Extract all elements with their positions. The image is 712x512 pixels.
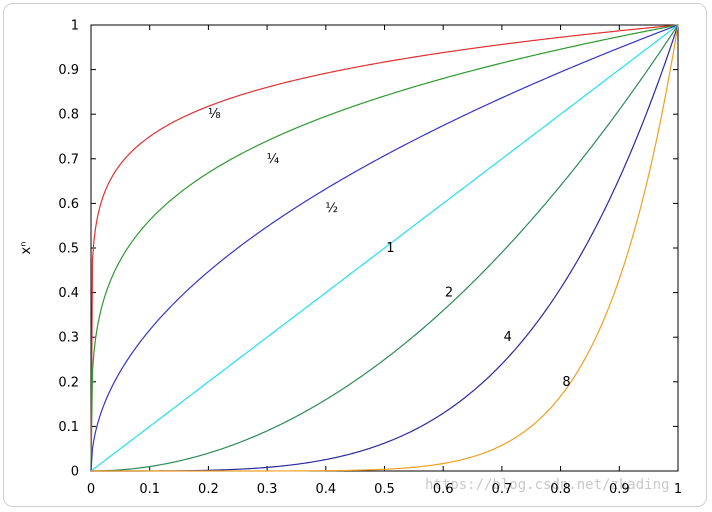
series-line-7 [91, 24, 679, 472]
series-group [90, 24, 679, 472]
x-tick-label: 0.8 [550, 482, 571, 497]
curve-label-5: 2 [445, 286, 453, 301]
y-tick-label: 0.7 [58, 152, 79, 167]
x-tick-label: 0.1 [139, 482, 160, 497]
curve-label-3: ½ [325, 201, 338, 216]
y-tick-label: 0.9 [58, 63, 79, 78]
curve-label-1: ⅛ [208, 107, 221, 122]
y-tick-label: 0.5 [58, 242, 79, 257]
y-tick-label: 0.6 [58, 197, 79, 212]
x-tick-label: 0 [87, 482, 95, 497]
y-tick-label: 0.3 [58, 331, 79, 346]
curve-label-2: ¼ [267, 152, 280, 167]
y-tick-label: 0.8 [58, 108, 79, 123]
x-tick-label: 1 [674, 482, 682, 497]
x-tick-label: 0.9 [609, 482, 630, 497]
y-tick-label: 0.1 [58, 420, 79, 435]
chart-frame [3, 3, 707, 507]
x-tick-label: 0.5 [374, 482, 395, 497]
series-line-1 [90, 24, 679, 472]
y-axis-title: xⁿ [19, 242, 34, 255]
axis-ticks: 0 0.1 0.2 0.3 0.4 0.5 0.6 0.7 0.8 0.9 1 0 0.1 0.2 0.3 0… [58, 19, 682, 498]
x-tick-label: 0.4 [315, 482, 336, 497]
series-line-5 [91, 24, 679, 472]
y-tick-label: 1 [71, 19, 79, 34]
series-line-4 [90, 24, 679, 472]
y-tick-label: 0 [71, 465, 79, 480]
curve-label-7: 8 [562, 375, 570, 390]
watermark: https://blog.csdn.net/zkading [425, 477, 669, 493]
y-tick-label: 0.2 [58, 375, 79, 390]
series-line-2 [90, 24, 679, 472]
series-line-3 [90, 24, 679, 472]
x-tick-label: 0.6 [433, 482, 454, 497]
y-tick-label: 0.4 [58, 286, 79, 301]
x-tick-label: 0.7 [492, 482, 513, 497]
curve-label-4: 1 [386, 241, 394, 256]
curve-labels: ⅛ ¼ ½ 1 2 4 8 [208, 107, 571, 390]
x-tick-label: 0.2 [198, 482, 219, 497]
curve-label-6: 4 [504, 330, 512, 345]
x-tick-label: 0.3 [257, 482, 278, 497]
